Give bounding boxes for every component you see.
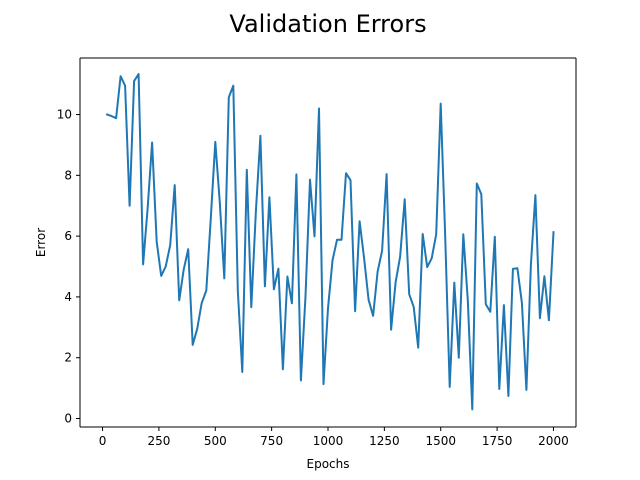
x-axis-ticks: 0 250 500 750 1000 1250 1500 1750 2000 [99, 427, 569, 448]
x-tick-label: 500 [204, 434, 227, 448]
y-tick-label: 4 [64, 290, 72, 304]
x-tick-label: 250 [147, 434, 170, 448]
chart-title: Validation Errors [229, 10, 426, 38]
x-tick-label: 750 [260, 434, 283, 448]
x-tick-label: 1250 [369, 434, 400, 448]
x-tick-label: 0 [99, 434, 107, 448]
y-tick-label: 6 [64, 229, 72, 243]
y-axis-ticks: 0 2 4 6 8 10 [57, 108, 80, 425]
x-axis-label: Epochs [307, 457, 350, 471]
x-tick-label: 2000 [538, 434, 569, 448]
y-tick-label: 2 [64, 351, 72, 365]
y-tick-label: 8 [64, 168, 72, 182]
y-tick-label: 10 [57, 108, 72, 122]
series-line [105, 73, 555, 411]
series-group [105, 73, 555, 411]
plot-area [80, 58, 576, 427]
y-tick-label: 0 [64, 411, 72, 425]
x-tick-label: 1750 [482, 434, 513, 448]
x-tick-label: 1500 [425, 434, 456, 448]
x-tick-label: 1000 [313, 434, 344, 448]
y-axis-label: Error [34, 228, 48, 257]
